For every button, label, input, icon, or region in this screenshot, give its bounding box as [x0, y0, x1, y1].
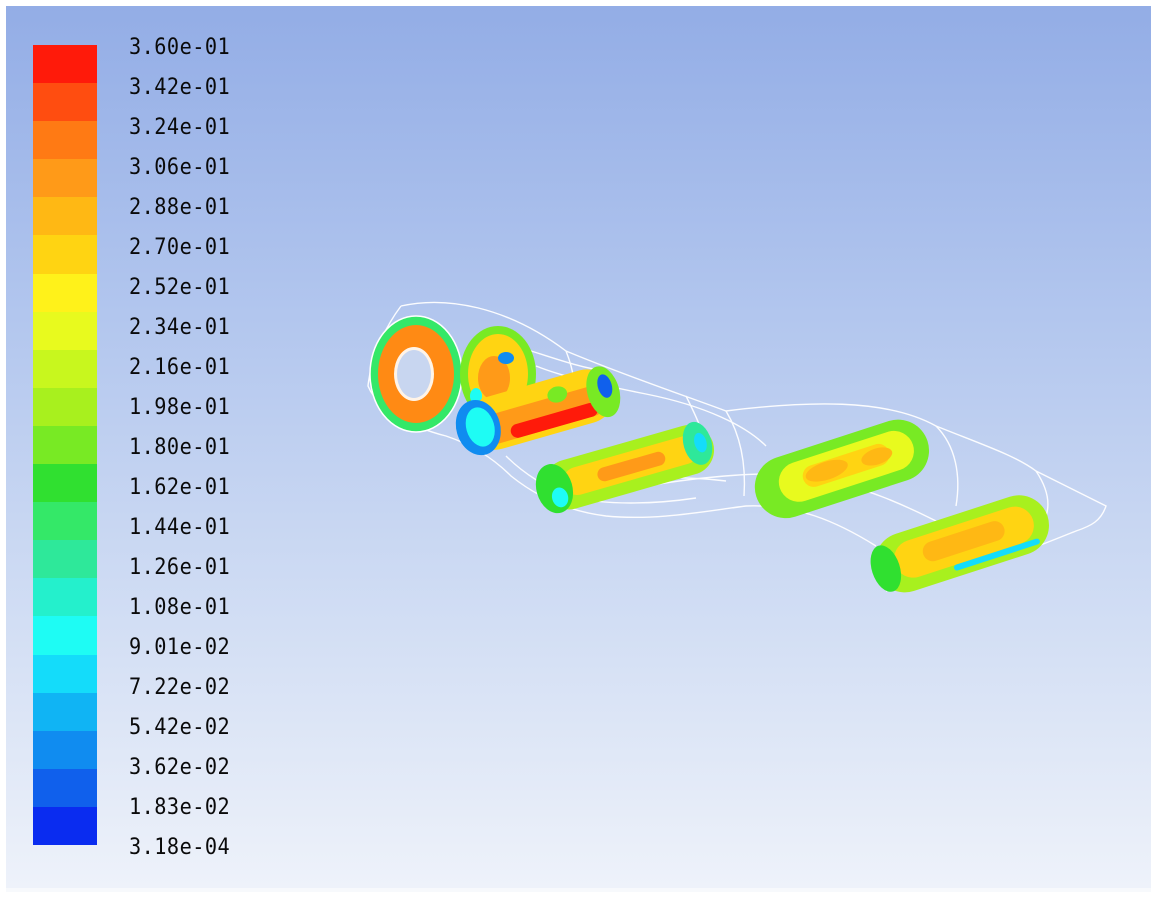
colormap-band — [33, 235, 97, 275]
colormap-band — [33, 311, 97, 351]
section-cylinder-3 — [754, 419, 930, 519]
colormap-tick-label: 1.80e-01 — [129, 435, 231, 460]
colormap-band — [33, 654, 97, 694]
colormap-band — [33, 159, 97, 198]
colormap-band — [33, 730, 97, 770]
colormap-tick-label: 1.44e-01 — [129, 515, 231, 540]
colormap-tick-label: 1.62e-01 — [129, 475, 231, 500]
colormap-tick-label: 3.42e-01 — [129, 75, 231, 100]
colormap-band — [33, 768, 97, 808]
contour-scene[interactable] — [6, 6, 1151, 888]
colormap-legend — [33, 45, 97, 846]
colormap-band — [33, 83, 97, 122]
colormap-band — [33, 349, 97, 389]
colormap-tick-label: 3.18e-04 — [129, 835, 231, 860]
colormap-tick-label: 2.70e-01 — [129, 235, 231, 260]
colormap-band — [33, 121, 97, 160]
section-cylinder-1 — [455, 366, 621, 456]
colormap-band — [33, 425, 97, 465]
colormap-band — [33, 616, 97, 656]
graphics-viewport[interactable]: 3.60e-01 3.42e-01 3.24e-01 3.06e-01 2.88e-01… — [6, 6, 1151, 888]
colormap-band — [33, 387, 97, 427]
colormap-band — [33, 540, 97, 579]
colormap-tick-label: 1.98e-01 — [129, 395, 231, 420]
colormap-tick-label: 3.24e-01 — [129, 115, 231, 140]
colormap-tick-label: 7.22e-02 — [129, 675, 231, 700]
colormap-tick-label: 2.52e-01 — [129, 275, 231, 300]
colormap-band — [33, 45, 97, 84]
colormap-tick-label: 1.26e-01 — [129, 555, 231, 580]
colormap-tick-label: 3.62e-02 — [129, 755, 231, 780]
section-cylinder-2 — [535, 421, 715, 514]
colormap-band — [33, 578, 97, 617]
colormap-tick-label: 9.01e-02 — [129, 635, 231, 660]
colormap-tick-label: 2.34e-01 — [129, 315, 231, 340]
inlet-annulus — [369, 315, 463, 433]
colormap-band — [33, 692, 97, 732]
colormap-tick-label: 1.08e-01 — [129, 595, 231, 620]
colormap-tick-label: 5.42e-02 — [129, 715, 231, 740]
viewport-bottom-border — [6, 888, 1151, 892]
colormap-tick-label: 3.06e-01 — [129, 155, 231, 180]
colormap-band — [33, 464, 97, 503]
colormap-band — [33, 197, 97, 236]
colormap-tick-label: 1.83e-02 — [129, 795, 231, 820]
colormap-tick-label: 3.60e-01 — [129, 35, 231, 60]
colormap-tick-label: 2.16e-01 — [129, 355, 231, 380]
colormap-band — [33, 502, 97, 541]
colormap-band — [33, 806, 97, 846]
section-cylinder-4 — [870, 495, 1049, 593]
colormap-band — [33, 273, 97, 313]
colormap-tick-label: 2.88e-01 — [129, 195, 231, 220]
